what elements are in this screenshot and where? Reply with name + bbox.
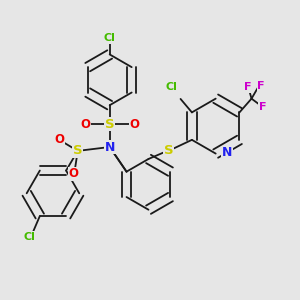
Text: O: O (69, 167, 79, 180)
Text: Cl: Cl (104, 33, 116, 43)
Text: S: S (73, 144, 82, 158)
Text: S: S (164, 144, 173, 158)
Text: O: O (80, 118, 90, 130)
Text: F: F (259, 102, 267, 112)
Text: S: S (105, 118, 115, 130)
Text: O: O (54, 133, 64, 146)
Text: N: N (222, 146, 232, 160)
Text: O: O (130, 118, 140, 130)
Text: N: N (104, 140, 115, 154)
Text: Cl: Cl (24, 232, 36, 242)
Text: F: F (257, 81, 265, 91)
Text: Cl: Cl (166, 82, 177, 92)
Text: F: F (244, 82, 251, 92)
